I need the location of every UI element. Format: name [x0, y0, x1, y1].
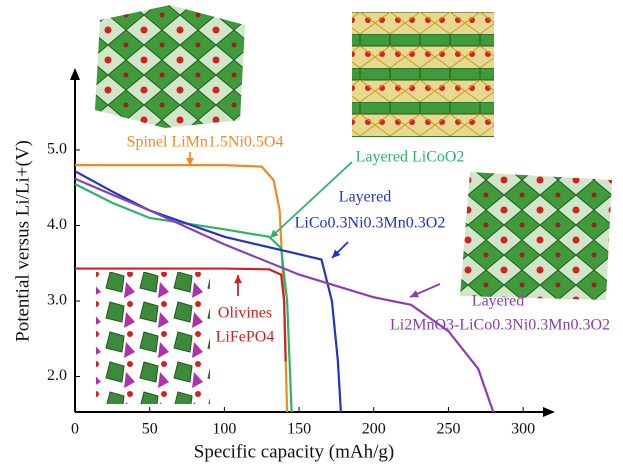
x-tick-label: 100	[212, 421, 236, 438]
label-arrow	[269, 161, 353, 239]
x-tick-label: 300	[511, 421, 535, 438]
y-tick-label: 4.0	[47, 216, 67, 233]
x-tick-label: 250	[436, 421, 460, 438]
x-tick-label: 200	[362, 421, 386, 438]
x-axis-label: Specific capacity (mAh/g)	[194, 441, 394, 462]
series-label: Spinel LiMn1.5Ni0.5O4	[127, 134, 284, 151]
crystal-images	[95, 5, 612, 404]
series-line	[75, 267, 287, 362]
y-axis-label: Potential versus Li/Li+(V)	[12, 140, 33, 342]
x-axis-arrow	[543, 407, 555, 417]
spinel-structure	[95, 5, 245, 128]
series-label: Layered	[472, 293, 524, 310]
label-arrowhead	[410, 290, 419, 298]
layered-structure	[352, 12, 494, 137]
series-label: LiFePO4	[216, 329, 275, 346]
label-arrowhead	[234, 275, 242, 284]
series-label: Layered	[339, 189, 391, 206]
y-axis-arrow	[70, 68, 80, 80]
label-arrowhead	[270, 229, 279, 238]
x-tick-label: 150	[287, 421, 311, 438]
series-line	[74, 183, 293, 413]
label-arrowhead	[332, 249, 341, 258]
x-tick-label: 0	[71, 421, 79, 438]
x-tick-label: 50	[142, 421, 158, 438]
y-tick-label: 3.0	[47, 292, 67, 309]
series-label: Layered LiCoO2	[356, 149, 465, 166]
y-tick-label: 5.0	[47, 141, 67, 158]
layered-li2mno3-structure	[460, 172, 612, 300]
series-line	[74, 170, 342, 413]
series-label: Li2MnO3-LiCo0.3Ni0.3Mn0.3O2	[390, 317, 610, 334]
y-tick-label: 2.0	[47, 367, 67, 384]
olivine-structure	[96, 272, 210, 404]
series-label: LiCo0.3Ni0.3Mn0.3O2	[295, 215, 446, 232]
series-label: Olivines	[218, 305, 272, 322]
series-line	[74, 177, 495, 413]
label-arrowhead	[186, 157, 194, 166]
